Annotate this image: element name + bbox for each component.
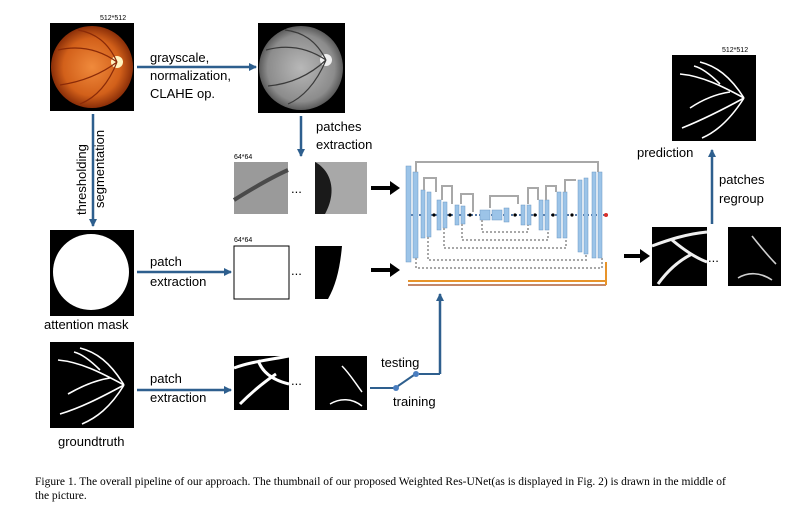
patch-extraction-mask-line1: patch xyxy=(150,254,182,269)
unet-thumbnail xyxy=(405,161,608,286)
output-patch-1 xyxy=(651,227,708,286)
patch-extraction-gt-line2: extraction xyxy=(150,390,206,405)
ellipsis-4: ... xyxy=(708,250,719,265)
groundtruth-image xyxy=(50,342,134,428)
mask-patch-1 xyxy=(233,245,290,300)
caption-line1: Figure 1. The overall pipeline of our ap… xyxy=(35,476,726,488)
gray-patch-1 xyxy=(232,162,289,214)
fundus-image xyxy=(50,23,134,111)
grayscale-op-line3: CLAHE op. xyxy=(150,86,215,101)
patches-regroup-line2: regroup xyxy=(719,191,764,206)
black-arrow-3 xyxy=(624,249,650,263)
grayscale-fundus-image xyxy=(258,23,345,113)
patch-extraction-gt-line1: patch xyxy=(150,371,182,386)
grayscale-op-line2: normalization, xyxy=(150,68,231,83)
mask-patch-2 xyxy=(315,246,367,299)
training-label: training xyxy=(393,394,436,409)
attention-mask-image xyxy=(50,230,134,316)
patches-regroup-line1: patches xyxy=(719,172,765,187)
gt-patch-2 xyxy=(315,356,367,410)
caption-line2: the picture. xyxy=(35,490,87,502)
patches-extraction-line1: patches xyxy=(316,119,362,134)
output-patch-2 xyxy=(728,227,781,286)
gt-patch-1 xyxy=(233,354,290,410)
patch-extraction-mask-line2: extraction xyxy=(150,274,206,289)
gray-patch-2 xyxy=(315,162,367,214)
prediction-label: prediction xyxy=(637,145,693,160)
thresholding-line1: thresholding xyxy=(74,144,89,215)
black-arrow-1 xyxy=(371,181,400,195)
prediction-image xyxy=(672,55,756,141)
patch-size-label-1: 64*64 xyxy=(234,154,252,161)
size-label-pred: 512*512 xyxy=(722,47,748,54)
patch-size-label-2: 64*64 xyxy=(234,237,252,244)
train-test-switch xyxy=(370,371,440,391)
groundtruth-label: groundtruth xyxy=(58,434,125,449)
black-arrow-2 xyxy=(371,263,400,277)
patches-extraction-line2: extraction xyxy=(316,137,372,152)
attention-mask-label: attention mask xyxy=(44,317,129,332)
grayscale-op-line1: grayscale, xyxy=(150,50,209,65)
testing-label: testing xyxy=(381,355,419,370)
thresholding-line2: segmentation xyxy=(92,130,107,208)
ellipsis-3: ... xyxy=(291,373,302,388)
ellipsis-1: ... xyxy=(291,181,302,196)
size-label-top: 512*512 xyxy=(100,15,126,22)
ellipsis-2: ... xyxy=(291,263,302,278)
